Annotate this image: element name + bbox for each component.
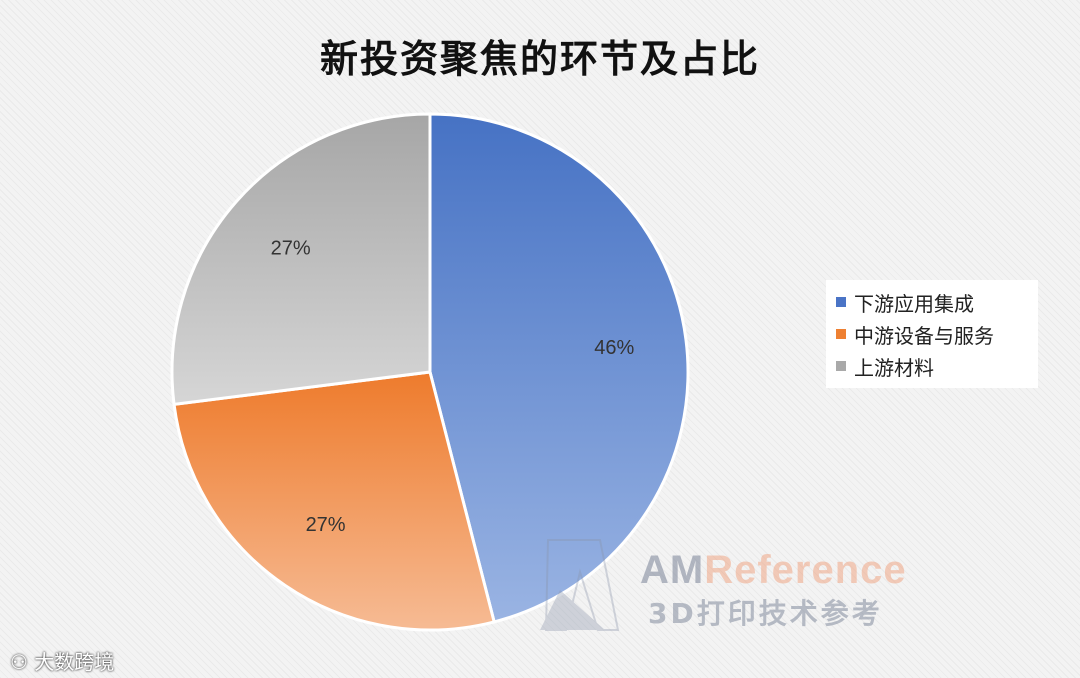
legend-label-1: 中游设备与服务 [854, 323, 994, 348]
legend-label-2: 上游材料 [854, 355, 934, 380]
legend-item-2: 上游材料 [836, 350, 1028, 382]
data-label-1: 27% [306, 514, 346, 536]
legend-swatch-2 [836, 361, 846, 371]
legend-label-0: 下游应用集成 [854, 291, 974, 316]
source-mark: ⚇ 大数跨境 [10, 650, 115, 674]
watermark-subtitle: 3D打印技术参考 [648, 597, 883, 630]
source-text: 大数跨境 [34, 650, 115, 674]
pie-slice-0 [428, 112, 690, 624]
watermark-logo: AMReference [640, 548, 907, 593]
watermark-logo-am: AM [640, 548, 705, 592]
watermark-logo-ref: Reference [704, 548, 907, 592]
data-label-2: 27% [271, 237, 311, 259]
chart-title: 新投资聚焦的环节及占比 [319, 37, 760, 81]
legend: 下游应用集成 中游设备与服务 上游材料 [826, 280, 1038, 388]
legend-item-1: 中游设备与服务 [836, 318, 1028, 350]
legend-swatch-0 [836, 297, 846, 307]
pie-slice-1 [172, 370, 496, 632]
watermark-triangle [540, 539, 620, 631]
legend-item-0: 下游应用集成 [836, 286, 1028, 318]
data-label-0: 46% [594, 337, 634, 359]
pie-slice-2 [170, 112, 432, 407]
legend-swatch-1 [836, 329, 846, 339]
